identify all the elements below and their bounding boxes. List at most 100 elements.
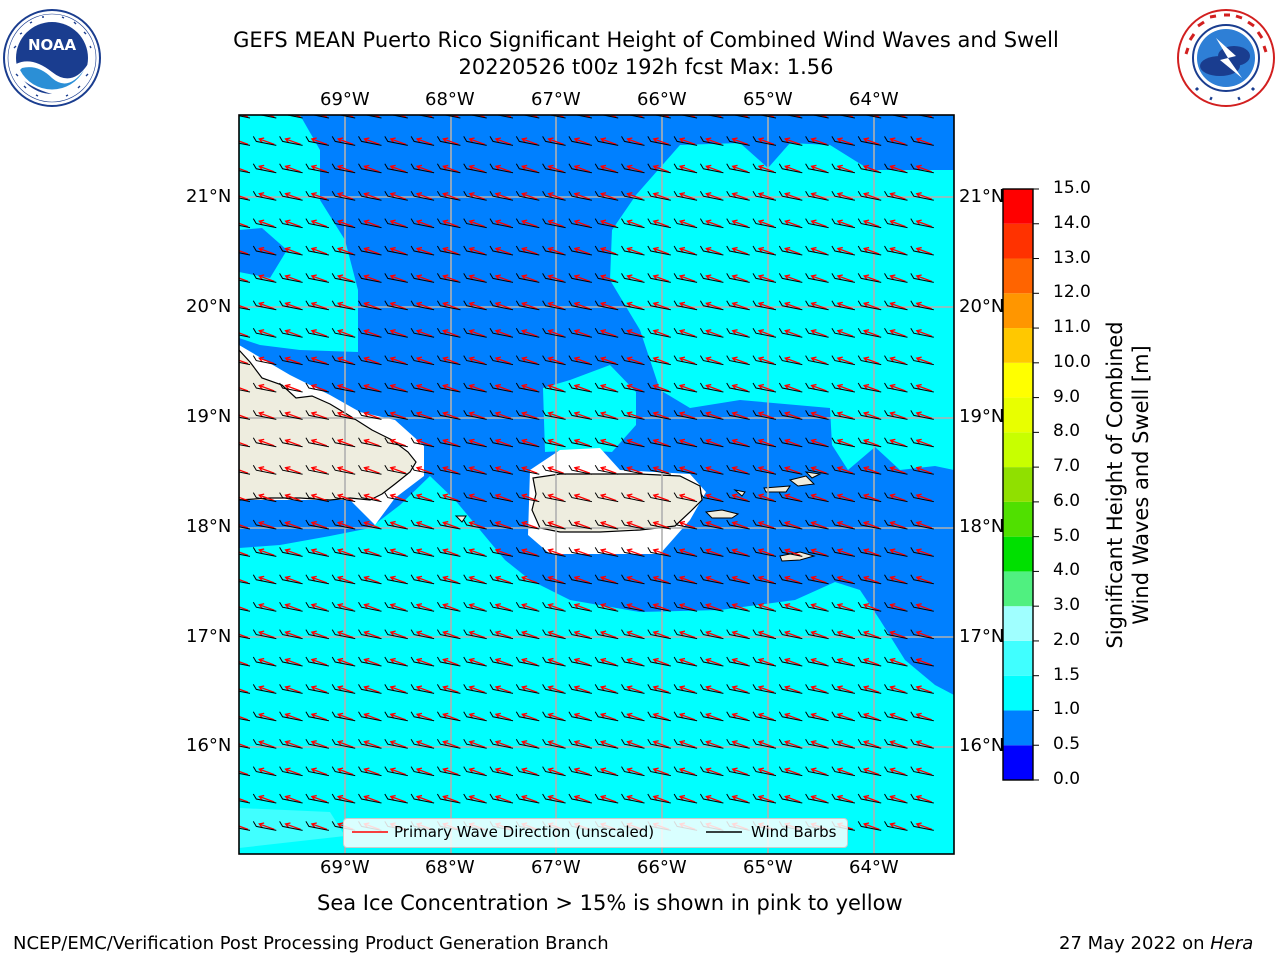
wave-arrow-head xyxy=(310,657,317,664)
wave-arrow xyxy=(811,384,827,392)
wave-arrow-head xyxy=(415,767,423,774)
wind-barb xyxy=(436,492,461,503)
wave-arrow-head xyxy=(363,657,370,664)
wave-arrow xyxy=(627,494,643,502)
wave-arrow-head xyxy=(336,657,344,664)
wind-barb xyxy=(726,574,750,585)
wave-arrow xyxy=(653,220,670,228)
wave-arrow-head xyxy=(731,356,738,363)
wave-arrow-head xyxy=(862,383,870,390)
wind-barb xyxy=(831,300,855,311)
wave-arrow xyxy=(653,713,670,721)
wind-barb xyxy=(239,608,251,612)
wind-barb xyxy=(410,711,435,722)
lon-label-bottom: 66°W xyxy=(637,857,687,878)
wave-arrow-head xyxy=(310,685,317,692)
wind-barb xyxy=(805,793,829,804)
wave-arrow-head xyxy=(233,357,238,362)
wave-arrow-head xyxy=(494,301,501,308)
wave-arrow xyxy=(443,686,459,694)
wind-barb xyxy=(568,382,592,393)
wave-arrow xyxy=(469,384,485,392)
wave-arrow-head xyxy=(363,274,370,281)
wave-arrow xyxy=(239,469,249,474)
wave-arrow-head xyxy=(889,657,896,664)
wind-barb xyxy=(568,574,592,585)
wind-barb xyxy=(884,492,908,503)
wave-arrow-head xyxy=(547,767,554,774)
wave-arrow xyxy=(627,384,643,392)
wave-arrow-head xyxy=(415,192,423,199)
wave-arrow-head xyxy=(810,493,817,500)
wave-arrow-head xyxy=(284,219,291,226)
wave-arrow-head xyxy=(310,411,317,418)
svg-text:NOAA: NOAA xyxy=(28,36,77,54)
wind-barb xyxy=(515,519,540,530)
wind-barb xyxy=(752,684,777,694)
wind-barb xyxy=(621,382,645,393)
wind-barb xyxy=(331,464,356,475)
wave-arrow-head xyxy=(810,794,817,801)
wave-arrow-head xyxy=(731,657,738,664)
wind-barb xyxy=(252,711,277,722)
wave-arrow-head xyxy=(889,794,896,801)
wind-barb xyxy=(647,547,671,557)
wind-barb xyxy=(805,327,829,338)
wave-arrow-head xyxy=(573,438,580,445)
wave-arrow xyxy=(627,713,643,721)
wave-arrow-head xyxy=(836,274,843,281)
wind-barb xyxy=(621,547,645,557)
noaa-logo-icon: NOAA xyxy=(3,9,101,107)
wave-arrow-head xyxy=(810,767,817,774)
wind-barb xyxy=(831,163,855,174)
wave-arrow xyxy=(259,494,275,502)
wave-arrow-head xyxy=(468,630,475,637)
wave-arrow-head xyxy=(284,520,291,527)
wind-barb xyxy=(542,273,566,283)
wind-barb xyxy=(331,273,356,283)
wave-arrow-head xyxy=(915,822,922,829)
wind-barb xyxy=(831,711,855,722)
wave-arrow-head xyxy=(284,740,291,747)
wind-barb xyxy=(384,163,408,174)
wind-barb xyxy=(489,519,514,530)
wave-arrow-head xyxy=(784,548,791,555)
wave-arrow xyxy=(337,412,354,420)
wave-arrow xyxy=(811,658,827,666)
wave-arrow xyxy=(653,193,670,200)
wave-arrow xyxy=(653,138,670,146)
wind-barb xyxy=(489,601,514,612)
wind-barb xyxy=(331,492,356,503)
wind-barb xyxy=(910,656,934,667)
wave-arrow-head xyxy=(284,164,291,171)
wind-barb xyxy=(358,355,382,366)
wave-arrow-head xyxy=(862,712,870,719)
wave-arrow xyxy=(732,631,748,639)
wave-arrow-head xyxy=(784,794,791,801)
wave-arrow-head xyxy=(652,493,659,500)
wave-arrow xyxy=(758,138,775,146)
wave-arrow xyxy=(548,247,564,255)
wave-arrow-head xyxy=(810,630,817,637)
wave-arrow-head xyxy=(652,520,659,527)
colorbar-tick-label: 4.0 xyxy=(1053,560,1081,581)
wave-arrow xyxy=(239,825,249,831)
wave-arrow xyxy=(548,713,564,721)
wave-arrow-head xyxy=(757,329,764,336)
wave-arrow-head xyxy=(258,575,265,582)
wave-arrow-head xyxy=(889,630,896,637)
wind-barb xyxy=(252,355,277,366)
wave-arrow xyxy=(495,247,512,255)
wave-arrow-head xyxy=(784,383,791,390)
wave-arrow xyxy=(706,330,722,337)
wind-barb xyxy=(489,574,514,585)
wave-arrow-head xyxy=(757,603,764,610)
legend-wave-label: Primary Wave Direction (unscaled) xyxy=(394,823,655,841)
wind-barb xyxy=(358,684,382,694)
wave-arrow xyxy=(522,576,538,584)
wave-arrow-head xyxy=(889,411,896,418)
wave-arrow-head xyxy=(862,246,870,253)
wave-arrow-head xyxy=(468,219,475,226)
wind-barb xyxy=(436,437,461,448)
wave-arrow xyxy=(239,359,249,365)
